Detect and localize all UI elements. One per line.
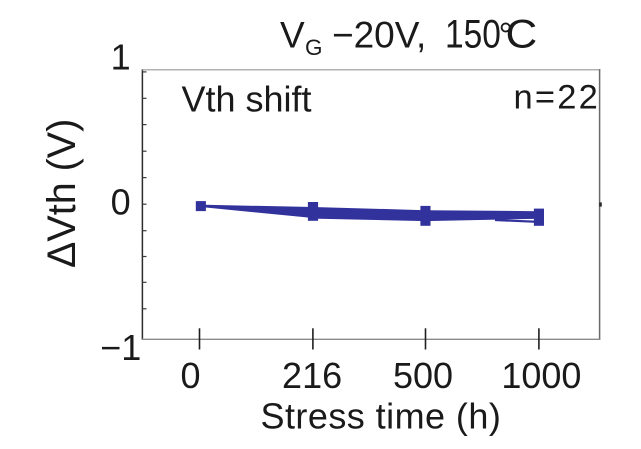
svg-text:n=22: n=22 [514, 79, 601, 117]
svg-text:216: 216 [282, 355, 342, 396]
svg-text:150: 150 [445, 12, 501, 57]
svg-text:C: C [506, 11, 538, 56]
svg-text:0: 0 [180, 355, 200, 396]
svg-text:G: G [305, 35, 323, 60]
svg-text:Vth shift: Vth shift [182, 79, 312, 120]
svg-text:0: 0 [111, 182, 131, 223]
svg-text:°: ° [499, 15, 513, 56]
svg-text:−20V,: −20V, [332, 15, 426, 56]
svg-text:1: 1 [111, 37, 131, 78]
svg-text:500: 500 [393, 355, 453, 396]
svg-text:Stress time (h): Stress time (h) [261, 396, 502, 437]
svg-text:V: V [280, 15, 305, 56]
svg-text:−1: −1 [100, 327, 141, 368]
svg-text:ΔVth (V): ΔVth (V) [40, 119, 84, 268]
svg-text:1000: 1000 [501, 355, 581, 396]
